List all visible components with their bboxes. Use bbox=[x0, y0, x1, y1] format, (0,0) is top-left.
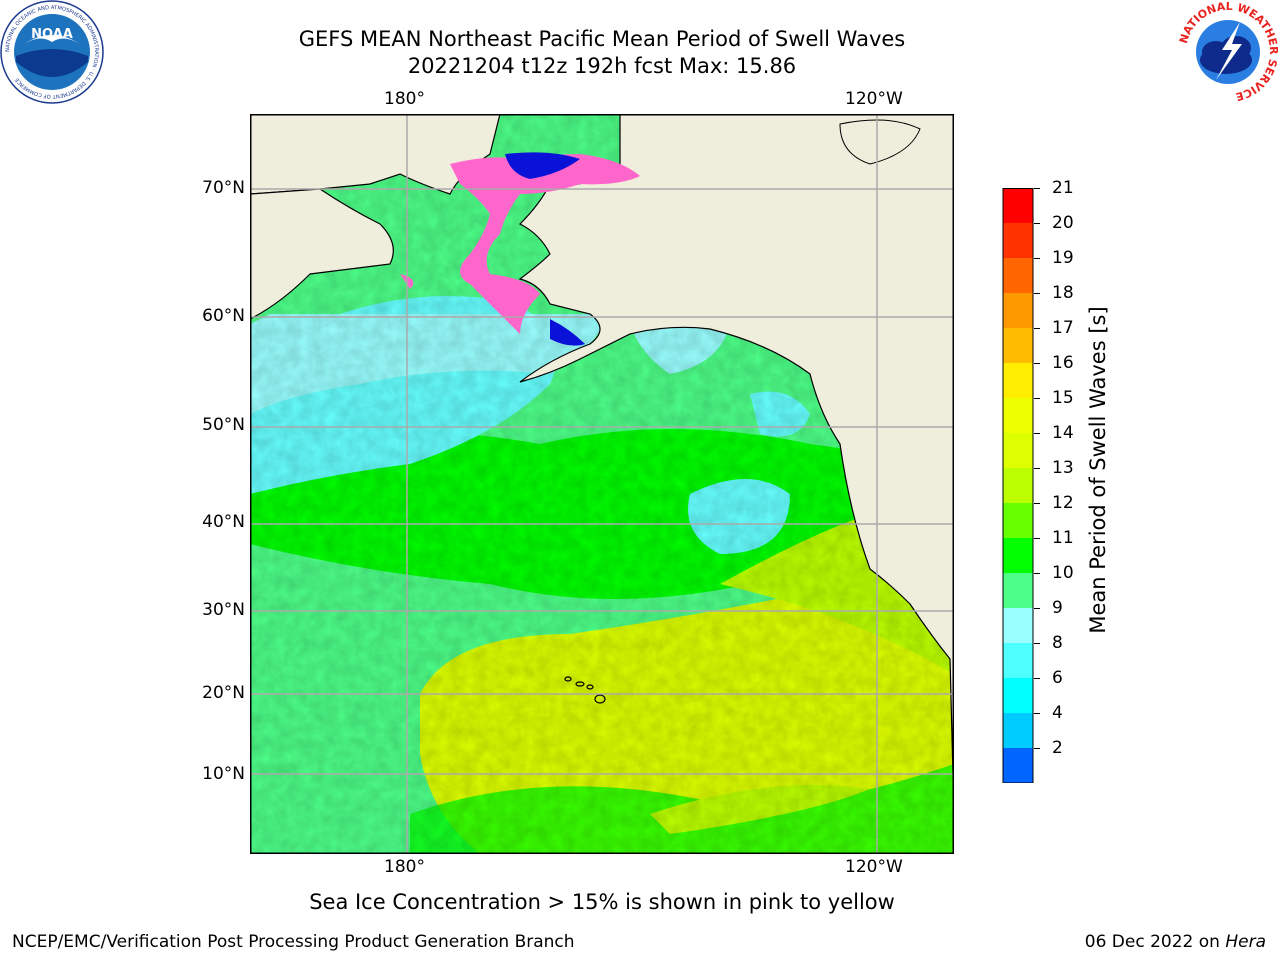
colorbar-tick-label: 15 bbox=[1052, 388, 1074, 408]
sea-ice-note: Sea Ice Concentration > 15% is shown in … bbox=[309, 890, 895, 914]
colorbar-segment bbox=[1003, 468, 1033, 503]
colorbar-tick bbox=[1034, 258, 1040, 259]
colorbar bbox=[1002, 188, 1034, 783]
nws-logo: NATIONAL WEATHER SERVICE bbox=[1177, 0, 1280, 103]
colorbar-segment bbox=[1003, 328, 1033, 363]
chart-title: GEFS MEAN Northeast Pacific Mean Period … bbox=[298, 27, 906, 51]
colorbar-tick-label: 13 bbox=[1052, 458, 1074, 478]
colorbar-tick-label: 4 bbox=[1052, 703, 1063, 723]
colorbar-tick-label: 2 bbox=[1052, 738, 1063, 758]
colorbar-tick-label: 9 bbox=[1052, 598, 1063, 618]
colorbar-frame bbox=[1002, 188, 1034, 783]
colorbar-segment bbox=[1003, 573, 1033, 608]
colorbar-tick bbox=[1034, 398, 1040, 399]
colorbar-segment bbox=[1003, 223, 1033, 258]
chart-subtitle: 20221204 t12z 192h fcst Max: 15.86 bbox=[407, 54, 797, 78]
lon-label-120w-bottom: 120°W bbox=[845, 857, 903, 877]
colorbar-segment bbox=[1003, 398, 1033, 433]
colorbar-tick bbox=[1034, 363, 1040, 364]
colorbar-segment bbox=[1003, 433, 1033, 468]
colorbar-tick-label: 11 bbox=[1052, 528, 1074, 548]
colorbar-tick bbox=[1034, 223, 1040, 224]
colorbar-tick-label: 14 bbox=[1052, 423, 1074, 443]
colorbar-segment bbox=[1003, 363, 1033, 398]
colorbar-tick bbox=[1034, 573, 1040, 574]
swell-period-map bbox=[250, 114, 954, 854]
colorbar-tick bbox=[1034, 748, 1040, 749]
lat-label-20n: 20°N bbox=[202, 683, 245, 703]
colorbar-tick bbox=[1034, 643, 1040, 644]
lon-label-120w-top: 120°W bbox=[845, 89, 903, 109]
colorbar-tick-label: 12 bbox=[1052, 493, 1074, 513]
lat-label-60n: 60°N bbox=[202, 306, 245, 326]
colorbar-tick-label: 19 bbox=[1052, 248, 1074, 268]
colorbar-segment bbox=[1003, 678, 1033, 713]
colorbar-tick-label: 21 bbox=[1052, 178, 1074, 198]
colorbar-tick bbox=[1034, 468, 1040, 469]
svg-text:NOAA: NOAA bbox=[31, 27, 73, 42]
colorbar-tick-label: 18 bbox=[1052, 283, 1074, 303]
colorbar-tick bbox=[1034, 433, 1040, 434]
colorbar-tick-label: 20 bbox=[1052, 213, 1074, 233]
colorbar-segment bbox=[1003, 713, 1033, 748]
lat-label-30n: 30°N bbox=[202, 600, 245, 620]
colorbar-tick bbox=[1034, 713, 1040, 714]
colorbar-tick-label: 16 bbox=[1052, 353, 1074, 373]
colorbar-tick bbox=[1034, 188, 1040, 189]
colorbar-segment bbox=[1003, 538, 1033, 573]
lon-label-180-bottom: 180° bbox=[384, 857, 425, 877]
lat-label-10n: 10°N bbox=[202, 764, 245, 784]
colorbar-segment bbox=[1003, 258, 1033, 293]
colorbar-tick-label: 10 bbox=[1052, 563, 1074, 583]
footer-credit: NCEP/EMC/Verification Post Processing Pr… bbox=[12, 932, 575, 952]
footer-date-text: 06 Dec 2022 on bbox=[1084, 932, 1226, 952]
colorbar-title: Mean Period of Swell Waves [s] bbox=[1086, 306, 1110, 634]
colorbar-tick-label: 6 bbox=[1052, 668, 1063, 688]
colorbar-tick bbox=[1034, 503, 1040, 504]
colorbar-tick bbox=[1034, 538, 1040, 539]
colorbar-tick bbox=[1034, 328, 1040, 329]
lat-label-70n: 70°N bbox=[202, 178, 245, 198]
colorbar-segment bbox=[1003, 503, 1033, 538]
lat-label-50n: 50°N bbox=[202, 415, 245, 435]
colorbar-segment bbox=[1003, 293, 1033, 328]
lon-label-180-top: 180° bbox=[384, 89, 425, 109]
colorbar-segment bbox=[1003, 188, 1033, 223]
colorbar-segment bbox=[1003, 748, 1033, 783]
colorbar-segment bbox=[1003, 608, 1033, 643]
colorbar-tick bbox=[1034, 293, 1040, 294]
colorbar-tick bbox=[1034, 608, 1040, 609]
footer-host: Hera bbox=[1225, 932, 1266, 952]
lat-label-40n: 40°N bbox=[202, 512, 245, 532]
colorbar-tick-label: 17 bbox=[1052, 318, 1074, 338]
colorbar-tick bbox=[1034, 678, 1040, 679]
colorbar-segment bbox=[1003, 643, 1033, 678]
footer-date: 06 Dec 2022 on Hera bbox=[1085, 932, 1266, 952]
noaa-logo: NATIONAL OCEANIC AND ATMOSPHERIC ADMINIS… bbox=[0, 0, 104, 104]
colorbar-tick-label: 8 bbox=[1052, 633, 1063, 653]
